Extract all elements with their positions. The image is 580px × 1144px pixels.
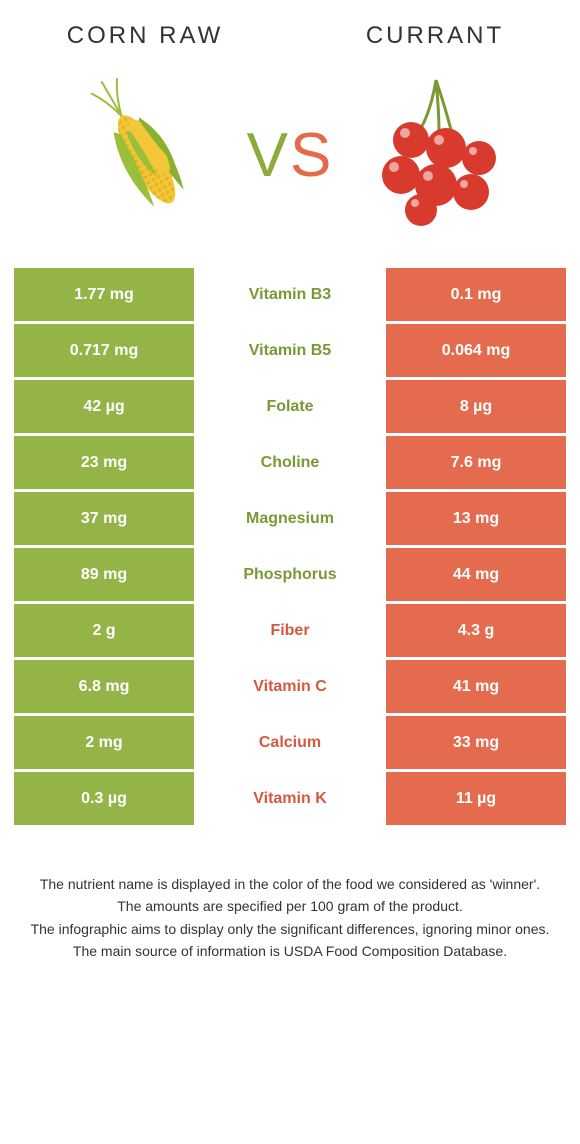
infographic-container: CORN RAW CURRANT — [0, 0, 580, 1144]
table-row: 1.77 mgVitamin B30.1 mg — [14, 268, 566, 324]
right-value: 13 mg — [386, 492, 566, 545]
table-row: 89 mgPhosphorus44 mg — [14, 548, 566, 604]
left-value: 42 µg — [14, 380, 194, 433]
left-food-title: CORN RAW — [0, 22, 290, 50]
currant-image — [351, 70, 521, 240]
currant-icon — [351, 70, 521, 240]
table-row: 23 mgCholine7.6 mg — [14, 436, 566, 492]
footer-line-2: The amounts are specified per 100 gram o… — [28, 896, 552, 916]
vs-v: V — [247, 121, 290, 190]
right-value: 0.064 mg — [386, 324, 566, 377]
vs-s: S — [290, 121, 333, 190]
footer-line-4: The main source of information is USDA F… — [28, 941, 552, 961]
nutrient-label: Folate — [194, 380, 386, 433]
nutrient-label: Phosphorus — [194, 548, 386, 601]
table-row: 2 gFiber4.3 g — [14, 604, 566, 660]
right-value: 33 mg — [386, 716, 566, 769]
left-value: 0.717 mg — [14, 324, 194, 377]
table-row: 6.8 mgVitamin C41 mg — [14, 660, 566, 716]
nutrient-label: Vitamin K — [194, 772, 386, 825]
footer-line-3: The infographic aims to display only the… — [28, 919, 552, 939]
right-value: 0.1 mg — [386, 268, 566, 321]
nutrient-label: Vitamin B5 — [194, 324, 386, 377]
nutrient-label: Calcium — [194, 716, 386, 769]
vs-label: VS — [247, 120, 334, 191]
right-value: 8 µg — [386, 380, 566, 433]
table-row: 2 mgCalcium33 mg — [14, 716, 566, 772]
right-value: 7.6 mg — [386, 436, 566, 489]
footer-notes: The nutrient name is displayed in the co… — [0, 828, 580, 963]
right-value: 11 µg — [386, 772, 566, 825]
right-food-title: CURRANT — [290, 22, 580, 50]
nutrient-label: Magnesium — [194, 492, 386, 545]
header: CORN RAW CURRANT — [0, 0, 580, 60]
right-value: 44 mg — [386, 548, 566, 601]
table-row: 0.717 mgVitamin B50.064 mg — [14, 324, 566, 380]
left-value: 6.8 mg — [14, 660, 194, 713]
left-value: 23 mg — [14, 436, 194, 489]
nutrient-label: Vitamin B3 — [194, 268, 386, 321]
left-value: 1.77 mg — [14, 268, 194, 321]
nutrient-label: Fiber — [194, 604, 386, 657]
table-row: 37 mgMagnesium13 mg — [14, 492, 566, 548]
table-row: 0.3 µgVitamin K11 µg — [14, 772, 566, 828]
nutrient-table: 1.77 mgVitamin B30.1 mg0.717 mgVitamin B… — [0, 268, 580, 828]
left-value: 0.3 µg — [14, 772, 194, 825]
right-value: 41 mg — [386, 660, 566, 713]
left-value: 2 g — [14, 604, 194, 657]
left-value: 2 mg — [14, 716, 194, 769]
right-value: 4.3 g — [386, 604, 566, 657]
nutrient-label: Choline — [194, 436, 386, 489]
left-value: 89 mg — [14, 548, 194, 601]
footer-line-1: The nutrient name is displayed in the co… — [28, 874, 552, 894]
corn-icon — [59, 70, 229, 240]
nutrient-label: Vitamin C — [194, 660, 386, 713]
hero-row: VS — [0, 60, 580, 268]
corn-image — [59, 70, 229, 240]
left-value: 37 mg — [14, 492, 194, 545]
table-row: 42 µgFolate8 µg — [14, 380, 566, 436]
